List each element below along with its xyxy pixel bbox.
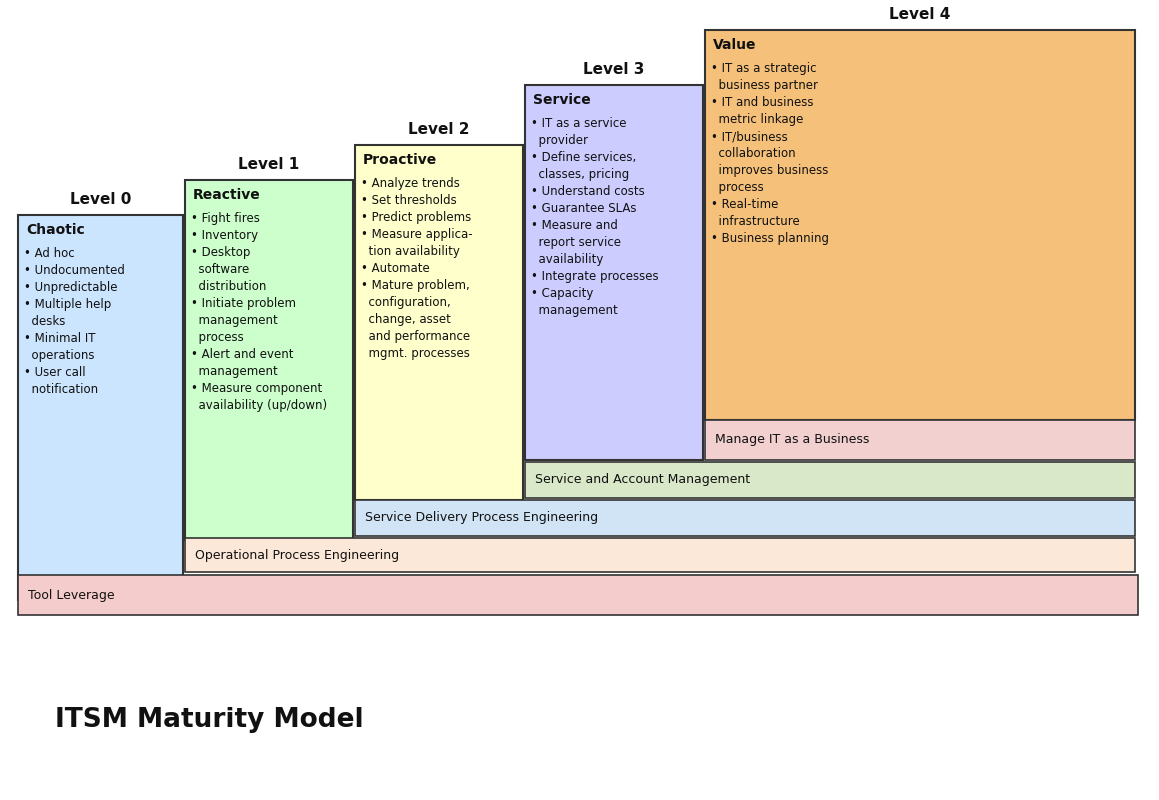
Text: • Ad hoc
• Undocumented
• Unpredictable
• Multiple help
  desks
• Minimal IT
  o: • Ad hoc • Undocumented • Unpredictable … [24, 247, 125, 396]
Text: Service and Account Management: Service and Account Management [535, 474, 750, 486]
Bar [185, 180, 353, 540]
Text: Value: Value [713, 38, 757, 52]
Bar [705, 420, 1135, 460]
Text: • Analyze trends
• Set thresholds
• Predict problems
• Measure applica-
  tion a: • Analyze trends • Set thresholds • Pred… [360, 177, 473, 360]
Text: Manage IT as a Business: Manage IT as a Business [715, 434, 869, 446]
Text: Service Delivery Process Engineering: Service Delivery Process Engineering [365, 511, 598, 525]
Bar [525, 462, 1135, 498]
Text: Level 2: Level 2 [408, 122, 469, 137]
Bar [525, 85, 704, 460]
Text: Level 1: Level 1 [239, 157, 300, 172]
Text: • IT as a service
  provider
• Define services,
  classes, pricing
• Understand : • IT as a service provider • Define serv… [531, 117, 658, 317]
Text: • Fight fires
• Inventory
• Desktop
  software
  distribution
• Initiate problem: • Fight fires • Inventory • Desktop soft… [191, 212, 327, 412]
Text: Service: Service [533, 93, 591, 107]
Bar [185, 538, 1135, 572]
Bar [355, 500, 1135, 536]
Text: Tool Leverage: Tool Leverage [28, 589, 115, 602]
Bar [19, 575, 1138, 615]
Text: Level 0: Level 0 [70, 192, 131, 207]
Text: Chaotic: Chaotic [25, 223, 85, 237]
Text: ITSM Maturity Model: ITSM Maturity Model [54, 707, 364, 733]
Bar [19, 215, 183, 600]
Text: Reactive: Reactive [194, 188, 261, 202]
Text: Proactive: Proactive [363, 153, 437, 167]
Text: Level 4: Level 4 [889, 7, 950, 22]
Text: Operational Process Engineering: Operational Process Engineering [195, 549, 399, 562]
Text: • IT as a strategic
  business partner
• IT and business
  metric linkage
• IT/b: • IT as a strategic business partner • I… [710, 62, 829, 245]
Bar [705, 30, 1135, 420]
Bar [355, 145, 523, 500]
Text: Level 3: Level 3 [583, 62, 644, 77]
